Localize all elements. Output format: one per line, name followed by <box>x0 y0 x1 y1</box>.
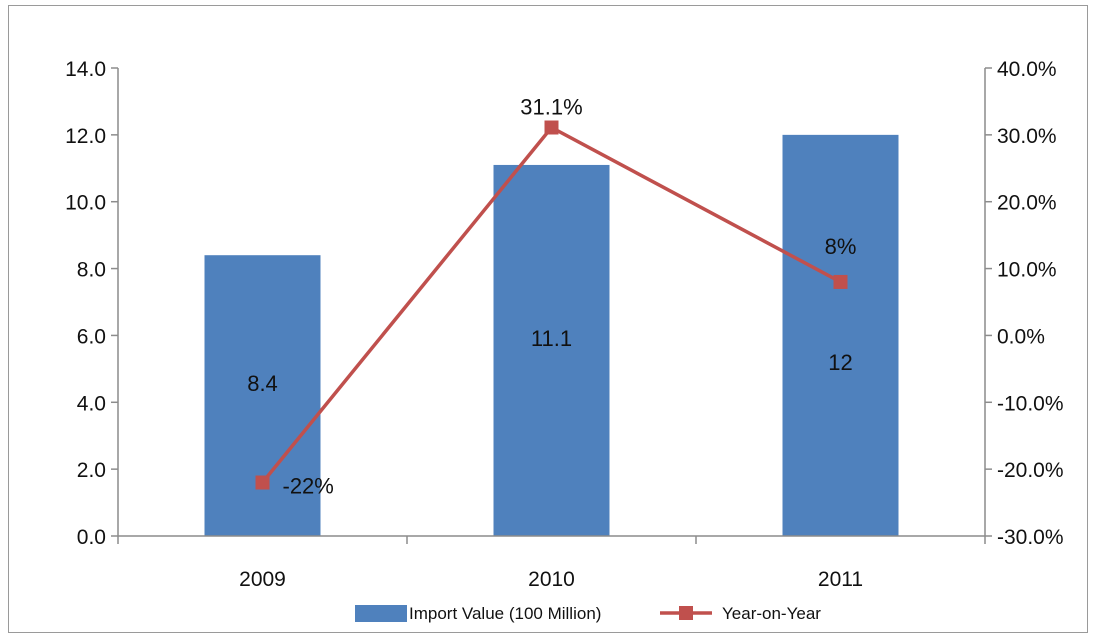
left-tick-label: 14.0 <box>65 58 106 81</box>
x-tick-label-2010: 2010 <box>528 568 575 591</box>
yoy-value-label: -22% <box>283 474 334 499</box>
right-tick-label: -20.0% <box>997 459 1064 482</box>
legend: Import Value (100 Million) Year-on-Year <box>355 604 821 623</box>
right-tick-label: 40.0% <box>997 58 1057 81</box>
bar-2011 <box>782 134 899 536</box>
bar-value-label: 11.1 <box>531 326 572 351</box>
left-tick-label: 12.0 <box>65 125 106 148</box>
legend-label-import-value: Import Value (100 Million) <box>409 604 601 623</box>
left-tick-label: 2.0 <box>77 459 106 482</box>
x-tick-label-2011: 2011 <box>818 568 863 591</box>
bar-value-label: 12 <box>828 350 852 375</box>
legend-label-yoy: Year-on-Year <box>722 604 821 623</box>
legend-swatch-import-value <box>355 605 407 622</box>
right-tick-label: -30.0% <box>997 526 1064 549</box>
legend-swatch-yoy-marker <box>679 606 693 620</box>
bar-2010 <box>493 164 610 536</box>
right-tick-label: 30.0% <box>997 125 1057 148</box>
yoy-marker-2010 <box>544 120 559 135</box>
right-tick-label: -10.0% <box>997 392 1064 415</box>
left-tick-label: 6.0 <box>77 325 106 348</box>
yoy-marker-2011 <box>833 274 848 289</box>
right-tick-label: 20.0% <box>997 192 1057 215</box>
bar-value-label: 8.4 <box>247 371 278 396</box>
right-tick-label: 10.0% <box>997 259 1057 282</box>
left-tick-label: 8.0 <box>77 259 106 282</box>
left-tick-label: 4.0 <box>77 392 106 415</box>
yoy-value-label: 8% <box>825 234 857 259</box>
left-tick-label: 0.0 <box>77 526 106 549</box>
left-tick-label: 10.0 <box>65 192 106 215</box>
yoy-marker-2009 <box>255 475 270 490</box>
yoy-value-label: 31.1% <box>520 95 582 120</box>
right-tick-label: 0.0% <box>997 325 1045 348</box>
x-tick-label-2009: 2009 <box>239 568 286 591</box>
